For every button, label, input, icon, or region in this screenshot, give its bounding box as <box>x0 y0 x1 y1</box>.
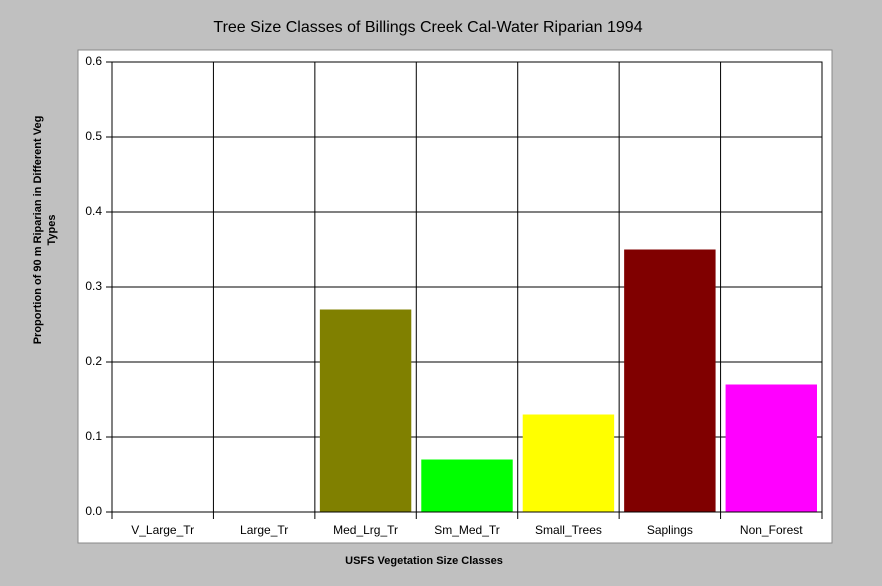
y-axis-title: Proportion of 90 m Riparian in Different… <box>32 116 44 345</box>
y-tick-label: 0.4 <box>85 204 102 218</box>
y-axis-title: Types <box>46 215 58 246</box>
y-tick-label: 0.1 <box>85 429 102 443</box>
bar <box>725 384 817 512</box>
y-tick-label: 0.3 <box>85 279 102 293</box>
bar <box>624 249 716 512</box>
bar <box>319 309 412 512</box>
plot-border <box>111 61 823 513</box>
bar <box>421 459 513 512</box>
x-tick-label: Large_Tr <box>240 523 288 537</box>
x-axis-title: USFS Vegetation Size Classes <box>345 555 503 567</box>
x-tick-label: Med_Lrg_Tr <box>333 523 398 537</box>
y-tick-label: 0.2 <box>85 354 102 368</box>
y-tick-label: 0.6 <box>85 54 102 68</box>
x-tick-label: Small_Trees <box>535 523 602 537</box>
x-tick-label: V_Large_Tr <box>131 523 194 537</box>
y-tick-label: 0.5 <box>85 129 102 143</box>
y-tick-label: 0.0 <box>85 504 102 518</box>
chart-title: Tree Size Classes of Billings Creek Cal-… <box>213 19 642 36</box>
x-tick-label: Non_Forest <box>740 523 803 537</box>
x-tick-label: Saplings <box>647 523 693 537</box>
x-tick-label: Sm_Med_Tr <box>434 523 500 537</box>
bar <box>522 414 615 512</box>
